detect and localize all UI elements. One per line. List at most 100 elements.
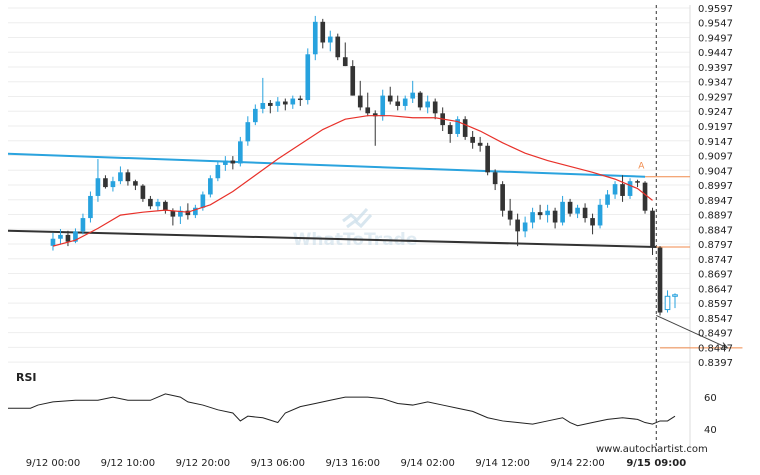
y-tick-label: 0.8847 [698, 225, 733, 236]
candle [515, 213, 520, 247]
candle [140, 184, 146, 202]
candle-body [163, 201, 168, 211]
candle [612, 181, 618, 199]
candle [103, 175, 108, 189]
y-tick-label: 0.9147 [698, 137, 733, 148]
candle-body [462, 119, 468, 137]
candle-body [342, 57, 348, 67]
candle-body [605, 194, 610, 205]
trendlines [7, 152, 729, 349]
candle [650, 207, 655, 255]
annotations: A [638, 161, 645, 171]
resistance-line [7, 152, 646, 178]
y-tick-label: 0.8797 [698, 240, 733, 251]
x-tick-label: 9/14 22:00 [550, 458, 604, 469]
candle-body [492, 172, 498, 185]
candle-body [410, 92, 416, 99]
candle-body [432, 101, 438, 114]
candle-body [223, 160, 228, 165]
candle [417, 91, 423, 111]
candle-body [170, 210, 176, 217]
candle [275, 97, 281, 112]
candle [65, 230, 71, 247]
rsi-line [8, 393, 676, 427]
x-tick-label: 9/12 00:00 [26, 458, 80, 469]
candle-body [485, 145, 490, 173]
candle [148, 195, 153, 210]
candle-body [350, 66, 356, 96]
candle-body [193, 207, 198, 216]
candle [320, 18, 326, 49]
candle [492, 169, 498, 191]
candle-body [200, 194, 206, 208]
candle [642, 181, 648, 214]
candle [223, 156, 228, 171]
x-tick-label: 9/13 06:00 [251, 458, 305, 469]
candle [387, 86, 393, 105]
candle [50, 232, 56, 251]
candle-body [238, 141, 243, 164]
candle [365, 92, 371, 117]
candle [110, 176, 116, 192]
candle-body [357, 95, 363, 108]
candle-body [80, 218, 86, 232]
candle-body [50, 238, 56, 246]
pattern-label: A [638, 161, 645, 171]
candle [327, 30, 333, 52]
candle [155, 198, 161, 211]
candle [215, 162, 221, 182]
y-tick-label: 0.9497 [698, 33, 733, 44]
y-axis: 0.9597 0.9547 0.9497 0.9447 0.9397 0.9347 0.92… [698, 4, 733, 369]
candle [290, 95, 296, 109]
candle [342, 42, 348, 67]
candle [567, 198, 573, 217]
candle-body [477, 142, 483, 146]
candle-body [672, 294, 678, 297]
x-tick-label: 9/15 09:00 [626, 458, 686, 469]
watermark-logo-icon [342, 207, 373, 229]
candle [80, 213, 86, 235]
candle [605, 190, 610, 208]
candle [485, 142, 490, 176]
x-tick-label: 9/14 12:00 [475, 458, 529, 469]
candle [312, 15, 318, 61]
candle [95, 159, 101, 202]
candle-body [402, 98, 408, 106]
y-tick-label: 0.8947 [698, 196, 733, 207]
candle [545, 204, 550, 223]
y-tick-label: 0.8597 [698, 299, 733, 310]
candle-body [650, 210, 655, 248]
candle-body [95, 178, 101, 196]
y-tick-label: 0.8747 [698, 255, 733, 266]
candle-body [500, 184, 505, 211]
rsi-tick-label: 40 [704, 425, 717, 436]
candle [455, 116, 460, 137]
y-tick-label: 0.8697 [698, 270, 733, 281]
candle-body [155, 201, 161, 207]
candle-body [664, 295, 671, 311]
y-tick-label: 0.8647 [698, 284, 733, 295]
candle [252, 104, 258, 126]
y-tick-label: 0.9447 [698, 48, 733, 59]
candle [395, 95, 401, 111]
candle [477, 136, 483, 152]
candle-body [140, 185, 146, 199]
candle-body [320, 21, 326, 43]
candle-body [230, 160, 236, 164]
candle-body [380, 95, 386, 117]
y-tick-label: 0.9047 [698, 166, 733, 177]
candle-body [103, 178, 108, 188]
levels [645, 176, 743, 349]
candle-body [88, 195, 93, 219]
candle [522, 216, 528, 238]
candle [582, 203, 588, 223]
candle-body [560, 201, 565, 223]
candle [185, 203, 191, 220]
candle-body [110, 181, 116, 188]
candle [672, 293, 678, 309]
candle [470, 131, 475, 149]
candle-body [545, 210, 550, 216]
x-axis: 9/12 00:00 9/12 10:00 9/12 20:00 9/13 06:00… [26, 458, 686, 469]
candle [410, 80, 416, 103]
